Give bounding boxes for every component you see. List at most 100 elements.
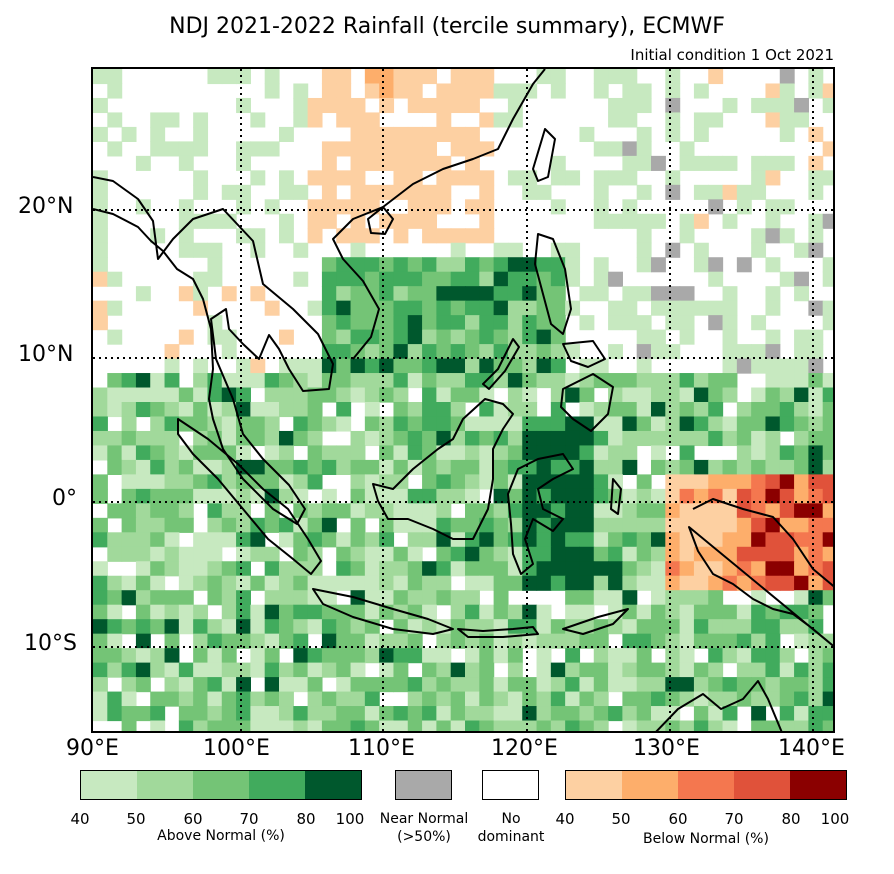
grid-cell	[493, 590, 509, 606]
grid-cell	[407, 633, 423, 649]
grid-cell	[779, 387, 795, 403]
grid-cell	[178, 402, 194, 418]
grid-cell	[651, 691, 666, 707]
grid-cell	[794, 242, 809, 258]
grid-cell	[407, 488, 423, 504]
grid-cell	[135, 373, 151, 389]
grid-cell	[665, 488, 681, 504]
grid-cell	[379, 459, 395, 475]
grid-cell	[207, 532, 223, 548]
grid-cell	[593, 416, 609, 432]
grid-cell	[794, 459, 809, 475]
grid-cell	[522, 329, 538, 345]
grid-cell	[765, 459, 781, 475]
grid-cell	[250, 604, 266, 620]
grid-cell	[207, 648, 223, 664]
grid-cell	[236, 373, 251, 389]
grid-cell	[193, 561, 209, 577]
grid-cell	[822, 83, 833, 99]
above-tick: 80	[296, 810, 316, 828]
grid-cell	[364, 575, 380, 591]
grid-cell	[250, 662, 266, 678]
grid-cell	[565, 648, 581, 664]
grid-cell	[765, 199, 781, 215]
grid-cell	[422, 691, 437, 707]
grid-cell	[751, 315, 767, 331]
grid-cell	[436, 474, 452, 490]
grid-cell	[436, 315, 452, 331]
grid-cell	[178, 155, 194, 171]
grid-cell	[364, 648, 380, 664]
grid-cell	[636, 546, 652, 562]
grid-cell	[279, 430, 294, 447]
grid-cell	[708, 373, 724, 389]
grid-cell	[221, 677, 237, 693]
grid-cell	[636, 633, 652, 649]
grid-cell	[479, 213, 495, 229]
grid-cell	[193, 648, 209, 664]
grid-cell	[708, 648, 724, 664]
grid-cell	[178, 488, 194, 504]
grid-cell	[665, 184, 681, 200]
grid-cell	[493, 546, 509, 562]
grid-cell	[293, 83, 309, 99]
grid-cell	[379, 387, 395, 403]
grid-cell	[507, 532, 523, 548]
grid-cell	[794, 532, 809, 548]
grid-cell	[736, 677, 752, 693]
grid-cell	[579, 590, 595, 606]
grid-cell	[350, 155, 366, 171]
grid-cell	[636, 488, 652, 504]
grid-cell	[593, 720, 609, 731]
grid-cell	[293, 546, 309, 562]
grid-cell	[665, 402, 681, 418]
grid-cell	[164, 503, 180, 519]
grid-cell	[507, 706, 523, 722]
grid-cell	[407, 257, 423, 273]
forecast-map-canvas	[93, 69, 833, 731]
grid-cell	[150, 474, 166, 490]
grid-cell	[336, 662, 352, 678]
grid-cell	[164, 546, 180, 562]
grid-cell	[293, 590, 309, 606]
grid-cell	[550, 155, 566, 171]
grid-cell	[279, 329, 294, 345]
grid-cell	[479, 546, 495, 562]
grid-cell	[722, 517, 738, 533]
grid-cell	[393, 648, 409, 664]
grid-cell	[522, 561, 538, 577]
grid-cell	[379, 155, 395, 171]
grid-cell	[336, 83, 352, 99]
grid-cell	[765, 97, 781, 114]
grid-cell	[708, 416, 724, 432]
grid-cell	[321, 358, 337, 374]
grid-cell	[307, 199, 323, 215]
grid-cell	[693, 459, 709, 475]
grid-cell	[207, 257, 223, 273]
coastlines	[93, 69, 833, 731]
grid-cell	[422, 126, 437, 142]
grid-cell	[393, 170, 409, 186]
grid-cell	[207, 69, 223, 85]
grid-cell	[779, 373, 795, 389]
grid-cell	[422, 184, 437, 200]
grid-cell	[236, 402, 251, 418]
grid-cell	[236, 546, 251, 562]
grid-cell	[236, 633, 251, 649]
grid-cell	[808, 329, 824, 345]
grid-cell	[779, 691, 795, 707]
grid-cell	[522, 503, 538, 519]
grid-cell	[321, 315, 337, 331]
grid-cell	[465, 300, 480, 316]
grid-cell	[178, 459, 194, 475]
grid-cell	[436, 271, 452, 287]
grid-cell	[751, 387, 767, 403]
grid-cell	[121, 677, 137, 693]
grid-cell	[522, 416, 538, 432]
grid-cell	[736, 358, 752, 374]
grid-cell	[822, 271, 833, 287]
grid-cell	[135, 445, 151, 461]
grid-cell	[164, 517, 180, 533]
grid-cell	[436, 430, 452, 447]
grid-cell	[765, 430, 781, 447]
